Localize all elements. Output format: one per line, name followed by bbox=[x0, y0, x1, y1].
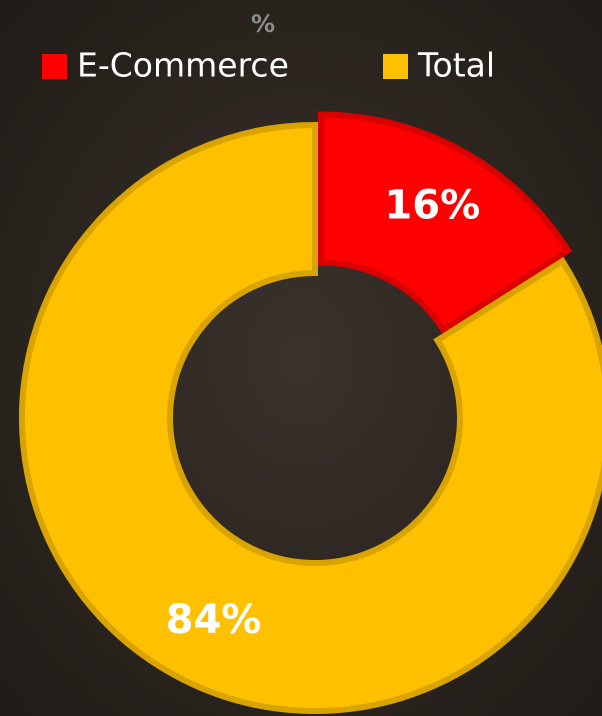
data-label: 16% bbox=[384, 183, 480, 229]
data-label: 84% bbox=[166, 597, 262, 643]
legend-swatch bbox=[42, 54, 67, 79]
legend-label: E-Commerce bbox=[77, 46, 289, 85]
legend-swatch bbox=[383, 54, 408, 79]
chart-title: % bbox=[251, 10, 275, 38]
chart: % E-Commerce Total 16% 84% bbox=[0, 0, 602, 716]
legend-label: Total bbox=[417, 46, 495, 85]
